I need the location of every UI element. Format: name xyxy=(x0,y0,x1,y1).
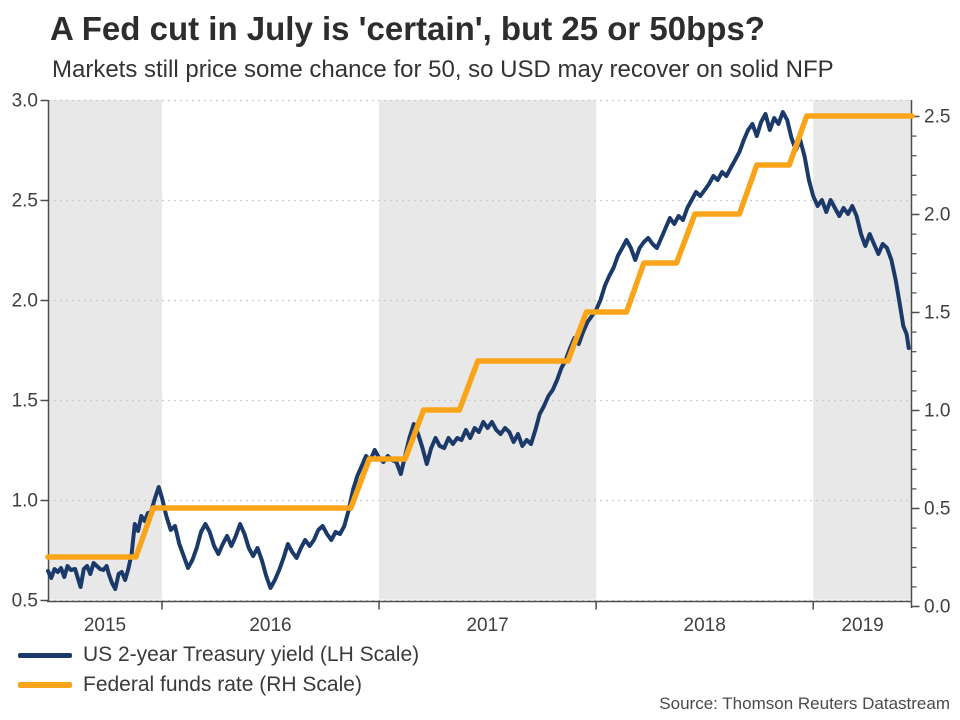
y-axis-tick-label-right: 2.5 xyxy=(924,107,950,128)
x-axis-tick-label: 2016 xyxy=(249,615,291,636)
y-axis-tick-label-right: 2.0 xyxy=(924,205,950,226)
x-axis-tick-label: 2018 xyxy=(684,615,726,636)
legend-item-fedfunds: Federal funds rate (RH Scale) xyxy=(18,670,419,700)
y-axis-tick-label-right: 0.5 xyxy=(924,499,950,520)
x-axis-tick-label: 2017 xyxy=(466,615,508,636)
year-band xyxy=(379,100,597,600)
chart-legend: US 2-year Treasury yield (LH Scale) Fede… xyxy=(18,640,419,700)
page-title: A Fed cut in July is 'certain', but 25 o… xyxy=(50,10,765,47)
year-band xyxy=(813,100,912,600)
y-axis-tick-label-left: 2.5 xyxy=(12,191,38,212)
series-line-federal-funds-rate xyxy=(45,113,915,560)
y-axis-tick-label-left: 1.5 xyxy=(12,391,38,412)
page-subtitle: Markets still price some chance for 50, … xyxy=(52,56,834,83)
series-line-treasury-yield xyxy=(46,110,911,591)
y-axis-tick-label-right: 1.5 xyxy=(924,303,950,324)
y-axis-tick-label-left: 1.0 xyxy=(12,491,38,512)
y-axis-tick-label-left: 0.5 xyxy=(12,591,38,612)
y-axis-tick-label-left: 3.0 xyxy=(12,91,38,112)
legend-label-fedfunds: Federal funds rate (RH Scale) xyxy=(83,673,362,696)
source-note: Source: Thomson Reuters Datastream xyxy=(659,694,950,713)
x-axis-tick-label: 2015 xyxy=(84,615,126,636)
legend-item-treasury: US 2-year Treasury yield (LH Scale) xyxy=(18,640,419,670)
x-axis-tick-label: 2019 xyxy=(841,615,883,636)
fedfunds-line-swatch xyxy=(18,682,72,688)
treasury-line-swatch xyxy=(18,652,72,658)
legend-label-treasury: US 2-year Treasury yield (LH Scale) xyxy=(83,643,420,666)
y-axis-tick-label-left: 2.0 xyxy=(12,291,38,312)
y-axis-tick-label-right: 1.0 xyxy=(924,401,950,422)
y-axis-tick-label-right: 0.0 xyxy=(924,597,950,618)
